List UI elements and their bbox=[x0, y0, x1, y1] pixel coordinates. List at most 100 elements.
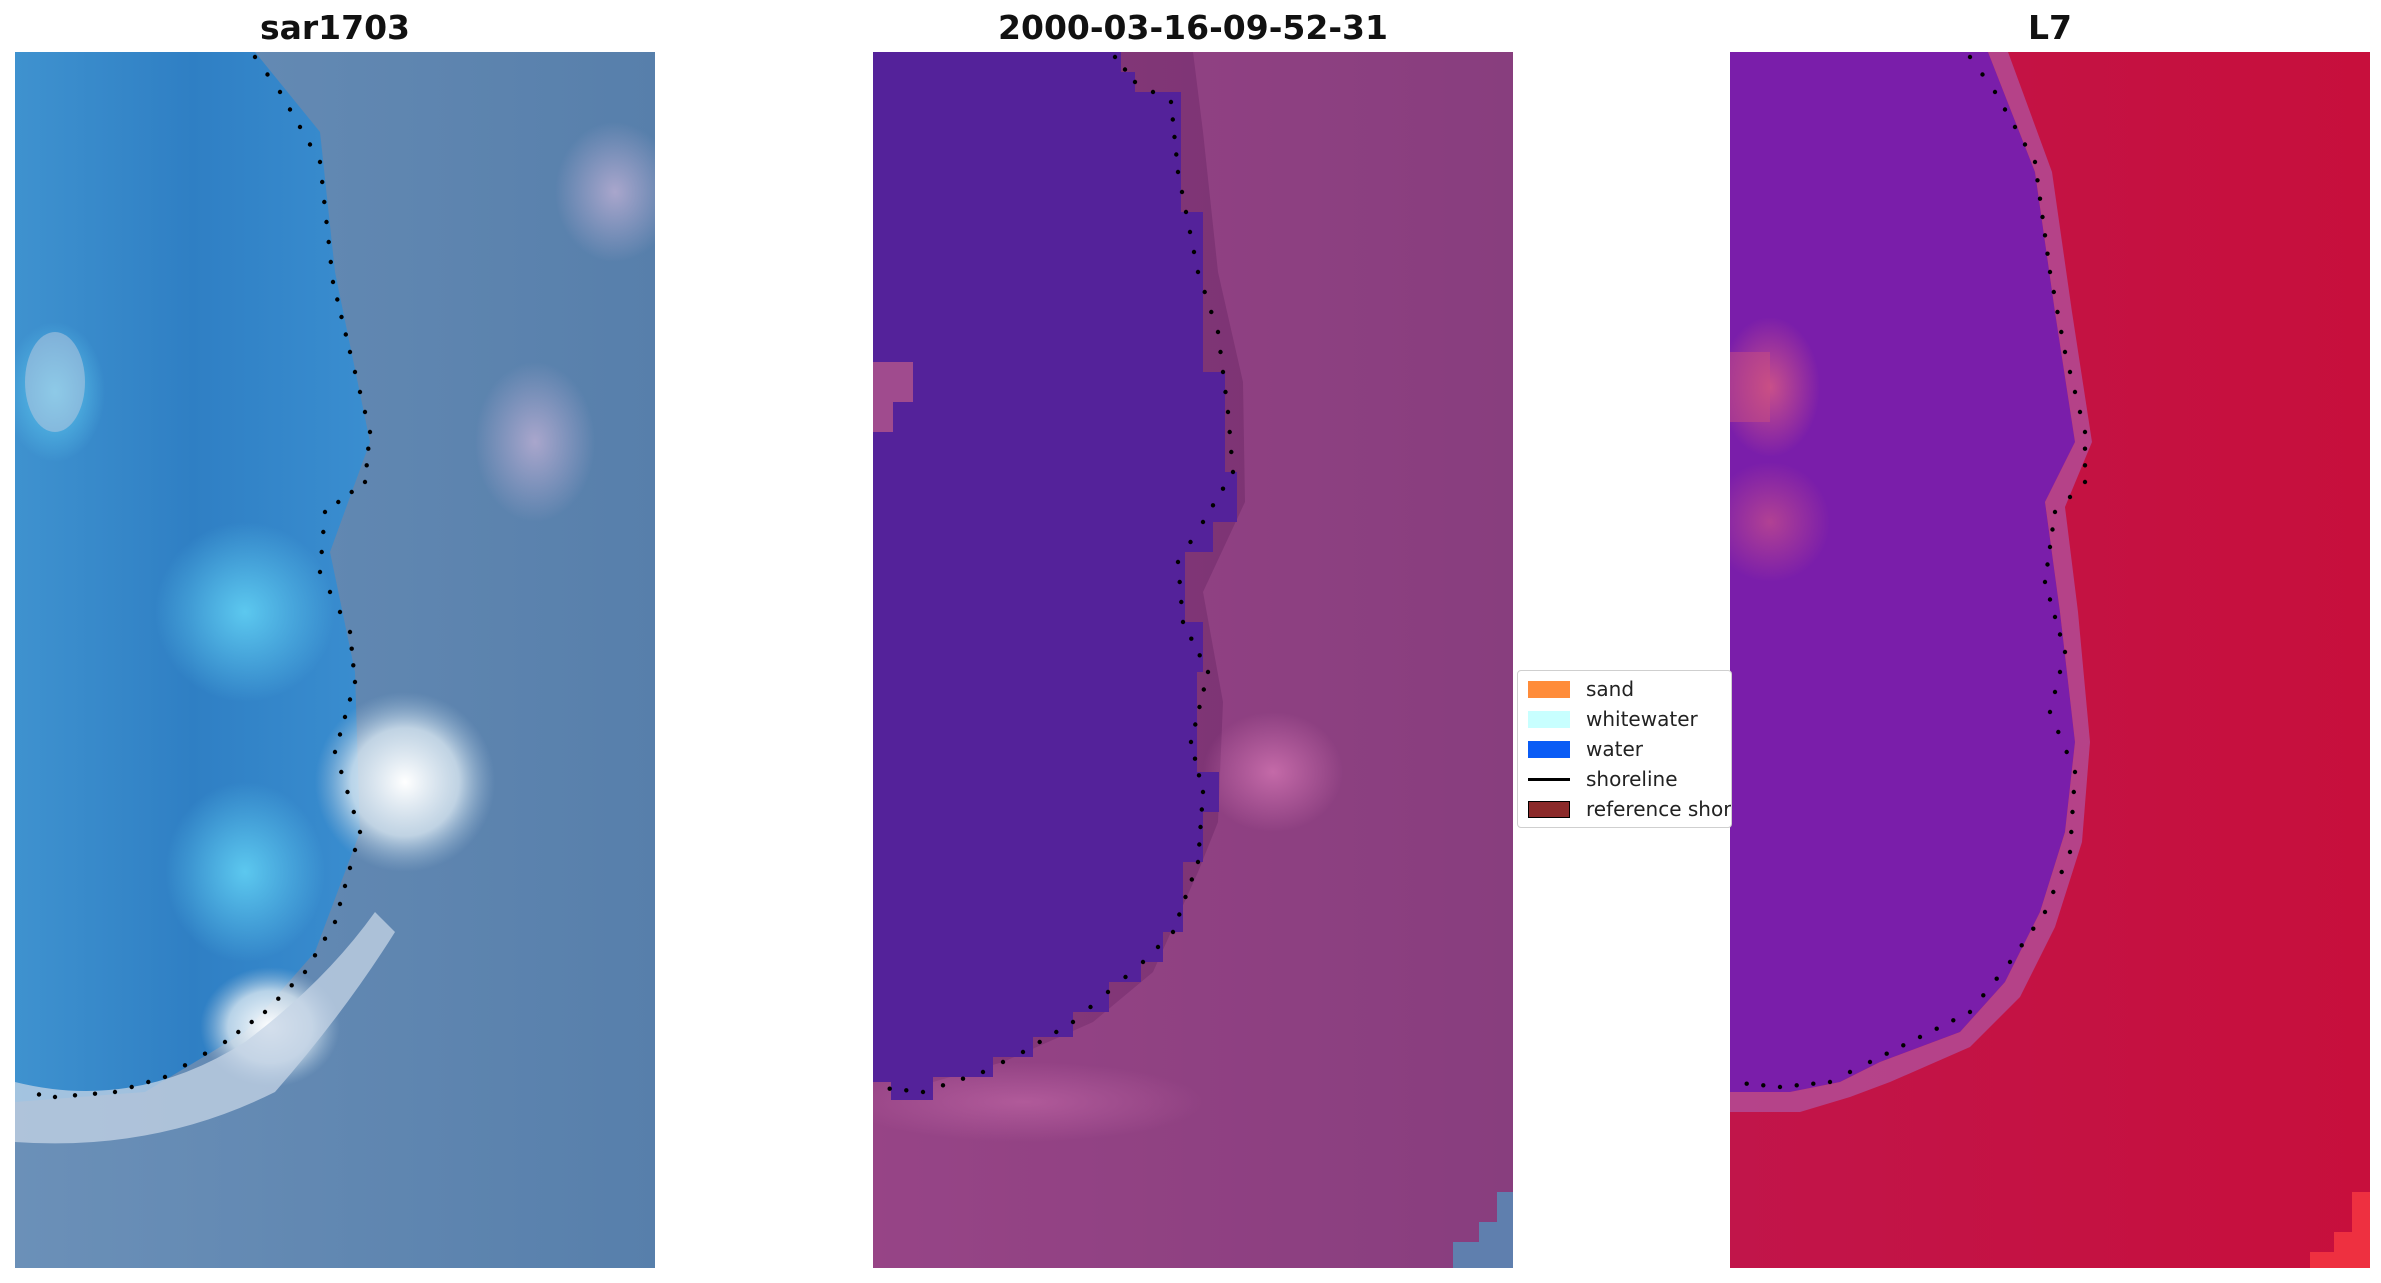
shoreline-dot bbox=[1140, 959, 1146, 965]
shoreline-dot bbox=[2019, 943, 2024, 948]
shoreline-dot bbox=[1215, 329, 1221, 335]
shoreline-dot bbox=[1202, 289, 1207, 295]
shoreline-dot bbox=[2082, 463, 2088, 468]
shoreline-dot bbox=[1229, 449, 1234, 455]
shoreline-dot bbox=[2007, 959, 2013, 965]
shoreline-dot bbox=[1992, 89, 1998, 95]
shoreline-dot bbox=[1175, 169, 1181, 175]
shoreline-dot bbox=[1200, 789, 1206, 795]
shoreline-dot bbox=[1967, 1009, 1973, 1015]
shoreline-dot bbox=[2071, 789, 2076, 795]
shoreline-dot bbox=[347, 349, 353, 355]
shoreline-dot bbox=[2059, 329, 2064, 335]
legend-item-reference-shoreline: reference shoreline bbox=[1528, 794, 1731, 824]
shoreline-dot bbox=[302, 969, 308, 975]
shoreline-dot bbox=[2047, 269, 2053, 275]
shoreline-dots-ndwi bbox=[1744, 54, 2088, 1090]
shoreline-dot bbox=[277, 89, 283, 95]
shoreline-dot bbox=[1179, 189, 1185, 195]
shoreline-dot bbox=[317, 569, 323, 575]
shoreline-dot bbox=[1105, 989, 1111, 995]
legend-item-water: water bbox=[1528, 734, 1643, 764]
classified-image-panel bbox=[873, 52, 1513, 1268]
shoreline-dot bbox=[1177, 579, 1182, 585]
shoreline-dot bbox=[1227, 429, 1232, 435]
shoreline-dot bbox=[202, 1051, 208, 1056]
reference-shoreline-swatch bbox=[1528, 800, 1570, 818]
shoreline-dot bbox=[1197, 842, 1202, 847]
shoreline-dot bbox=[1179, 599, 1184, 605]
shoreline-dot bbox=[337, 732, 343, 737]
shoreline-dot bbox=[236, 1029, 241, 1035]
shoreline-dot bbox=[1196, 773, 1202, 778]
shoreline-dot bbox=[322, 509, 328, 515]
shoreline-dot bbox=[1951, 1018, 1956, 1023]
shoreline-dot bbox=[1917, 1034, 1923, 1040]
shoreline-dot bbox=[276, 996, 281, 1001]
shoreline-dot bbox=[357, 389, 363, 395]
shoreline-dot bbox=[1037, 1039, 1042, 1045]
shoreline-dot bbox=[2050, 527, 2055, 532]
shoreline-dot bbox=[1761, 1083, 1766, 1088]
shoreline-dot bbox=[1934, 1026, 1939, 1031]
shoreline-dot bbox=[2059, 869, 2064, 875]
shoreline-dot bbox=[162, 1074, 168, 1080]
shoreline-dot bbox=[1197, 704, 1202, 710]
shoreline-dot bbox=[2045, 251, 2050, 256]
shoreline-dot bbox=[321, 529, 326, 535]
shoreline-dot bbox=[347, 865, 353, 871]
shoreline-dot bbox=[1225, 409, 1231, 415]
shoreline-dot bbox=[1201, 687, 1206, 692]
shoreline-dot bbox=[2052, 614, 2058, 620]
shoreline-line-swatch bbox=[1528, 777, 1570, 781]
shoreline-dot bbox=[322, 936, 328, 941]
shoreline-dot bbox=[72, 1093, 78, 1098]
legend-label-reference-shoreline: reference shoreline bbox=[1586, 797, 1731, 821]
shoreline-dot bbox=[1020, 1049, 1026, 1055]
shoreline-dot bbox=[364, 463, 369, 468]
shoreline-dot bbox=[1220, 486, 1226, 491]
shoreline-dot bbox=[1218, 349, 1223, 355]
shoreline-dot bbox=[2067, 369, 2073, 375]
shoreline-dot bbox=[1867, 1059, 1873, 1065]
shoreline-dot bbox=[289, 983, 294, 988]
shoreline-dot bbox=[2031, 926, 2036, 931]
shoreline-dot bbox=[940, 1083, 946, 1088]
shoreline-dot bbox=[2051, 889, 2056, 895]
shoreline-dot bbox=[36, 1092, 42, 1097]
shoreline-dot bbox=[337, 609, 343, 615]
shoreline-dot bbox=[2067, 494, 2073, 500]
shoreline-dot bbox=[2022, 142, 2028, 147]
panel-title-classified: 2000-03-16-09-52-31 bbox=[998, 8, 1388, 47]
shoreline-dot bbox=[1884, 1051, 1889, 1056]
shoreline-dot bbox=[2064, 749, 2069, 755]
shoreline-dot bbox=[2051, 289, 2056, 295]
shoreline-dot bbox=[312, 953, 318, 958]
shoreline-dot bbox=[327, 589, 333, 595]
shoreline-dot bbox=[2045, 562, 2050, 567]
shoreline-dot bbox=[1195, 859, 1201, 865]
shoreline-dot bbox=[222, 1039, 228, 1045]
shoreline-dot bbox=[1187, 229, 1193, 235]
shoreline-dot bbox=[92, 1091, 98, 1096]
shoreline-dot bbox=[362, 479, 368, 485]
shoreline-dot bbox=[1197, 653, 1202, 658]
shoreline-dot bbox=[2047, 597, 2053, 602]
shoreline-dot bbox=[317, 159, 323, 165]
shoreline-dot bbox=[352, 679, 358, 685]
shoreline-dot bbox=[297, 124, 303, 130]
shoreline-dot bbox=[1132, 79, 1138, 85]
shoreline-dot bbox=[2035, 178, 2040, 183]
shoreline-dot bbox=[330, 279, 336, 285]
legend-label-whitewater: whitewater bbox=[1586, 707, 1698, 731]
shoreline-dot bbox=[1188, 539, 1193, 545]
shoreline-dot bbox=[332, 749, 338, 755]
shoreline-dot bbox=[1794, 1083, 1799, 1088]
water-swatch bbox=[1528, 740, 1570, 758]
shoreline-dot bbox=[1088, 1004, 1093, 1010]
shoreline-dot bbox=[980, 1069, 986, 1075]
shoreline-dot bbox=[351, 809, 356, 815]
shoreline-dot bbox=[2082, 446, 2088, 451]
shoreline-dot bbox=[1994, 976, 1999, 981]
shoreline-dot bbox=[2082, 479, 2088, 485]
